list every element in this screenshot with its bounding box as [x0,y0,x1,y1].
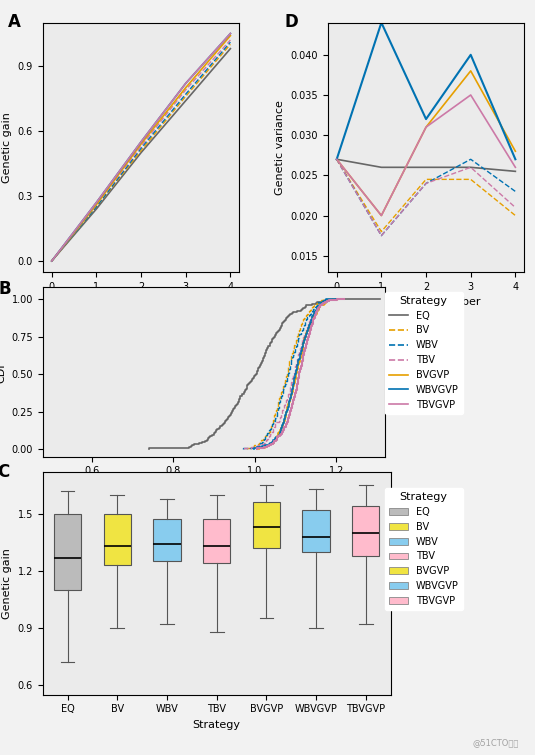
Text: A: A [7,13,20,31]
Text: @51CTO博客: @51CTO博客 [472,738,519,747]
Text: B: B [0,280,11,298]
Y-axis label: Genetic variance: Genetic variance [275,100,285,195]
Text: D: D [285,13,299,31]
PathPatch shape [302,510,330,552]
X-axis label: Genetic gain: Genetic gain [179,482,249,492]
PathPatch shape [154,519,181,562]
X-axis label: Strategy: Strategy [193,720,241,730]
Legend: EQ, BV, WBV, TBV, BVGVP, WBVGVP, TBVGVP: EQ, BV, WBV, TBV, BVGVP, WBVGVP, TBVGVP [385,488,463,610]
PathPatch shape [352,506,379,556]
PathPatch shape [203,519,231,563]
Y-axis label: Genetic gain: Genetic gain [2,112,12,183]
Text: C: C [0,463,10,481]
PathPatch shape [54,513,81,590]
X-axis label: Generation number: Generation number [86,297,196,307]
Y-axis label: CDF: CDF [0,361,6,383]
PathPatch shape [104,513,131,565]
Y-axis label: Genetic gain: Genetic gain [2,548,12,618]
PathPatch shape [253,502,280,548]
Legend: EQ, BV, WBV, TBV, BVGVP, WBVGVP, TBVGVP: EQ, BV, WBV, TBV, BVGVP, WBVGVP, TBVGVP [385,291,463,414]
X-axis label: Generation number: Generation number [371,297,481,307]
